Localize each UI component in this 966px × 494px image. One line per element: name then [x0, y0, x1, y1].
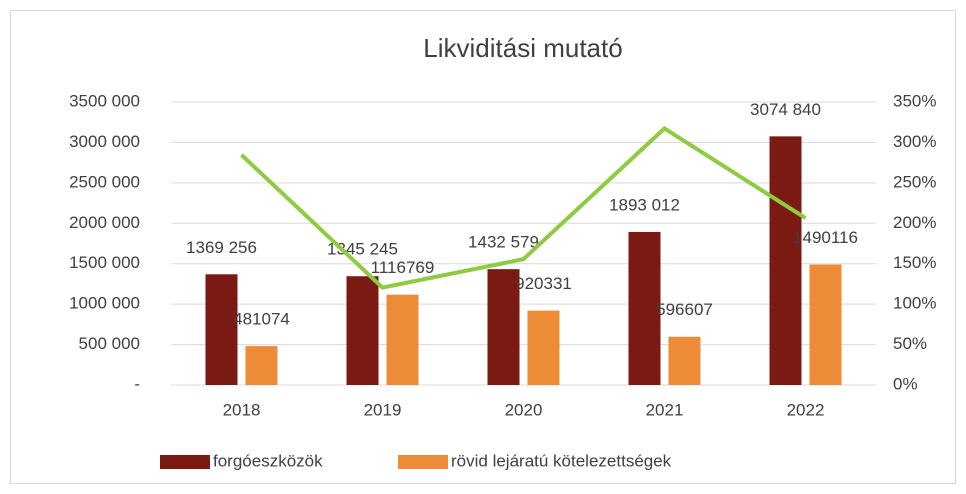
bar [809, 264, 842, 385]
bar [527, 310, 560, 385]
y-tick-label: 1500 000 [69, 253, 140, 272]
x-tick-label: 2018 [223, 400, 261, 419]
bar [487, 269, 520, 385]
data-label: 3074 840 [750, 100, 821, 119]
bar [628, 231, 661, 385]
x-tick-label: 2020 [505, 400, 543, 419]
y2-tick-label: 350% [893, 91, 936, 110]
x-tick-label: 2021 [646, 400, 684, 419]
y2-tick-label: 300% [893, 132, 936, 151]
y2-tick-label: 250% [893, 172, 936, 191]
y-tick-label: 2000 000 [69, 213, 140, 232]
data-label: 481074 [233, 310, 290, 329]
x-tick-label: 2019 [364, 400, 402, 419]
y2-tick-label: 200% [893, 213, 936, 232]
x-tick-label: 2022 [787, 400, 825, 419]
bar [668, 336, 701, 385]
chart-title: Likviditási mutató [423, 33, 622, 63]
legend-swatch [398, 455, 448, 469]
bar [769, 136, 802, 385]
y-tick-label: 2500 000 [69, 172, 140, 191]
data-label: 1345 245 [327, 240, 398, 259]
y-tick-label: - [134, 374, 140, 393]
data-label: 596607 [656, 300, 713, 319]
bar [245, 346, 278, 385]
y-tick-label: 3500 000 [69, 91, 140, 110]
bar [205, 274, 238, 385]
legend-label: forgóeszközök [213, 451, 323, 470]
bar [346, 276, 379, 385]
data-label: 920331 [515, 274, 572, 293]
data-label: 1432 579 [468, 233, 539, 252]
line [240, 125, 807, 290]
y2-tick-label: 0% [893, 374, 918, 393]
legend-label: rövid lejáratú kötelezettségek [451, 451, 672, 470]
y2-tick-label: 150% [893, 253, 936, 272]
legend-swatch [160, 455, 210, 469]
y-tick-label: 3000 000 [69, 132, 140, 151]
data-label: 1369 256 [186, 238, 257, 257]
data-label: 1490116 [793, 228, 858, 247]
y2-tick-label: 50% [893, 334, 927, 353]
bar [386, 294, 419, 385]
y2-tick-label: 100% [893, 294, 936, 313]
data-label: 1893 012 [609, 195, 680, 214]
y-tick-label: 500 000 [79, 334, 140, 353]
data-label: 1116769 [371, 258, 435, 277]
y-tick-label: 1000 000 [69, 294, 140, 313]
